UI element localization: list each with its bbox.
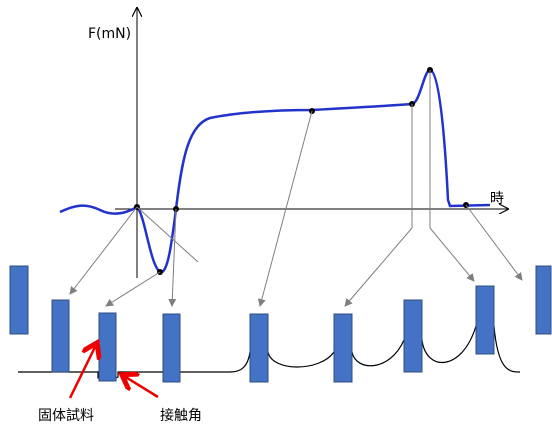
annotation-arrow: [124, 376, 158, 397]
pointer: [466, 205, 522, 280]
annotation-label: 接触角: [160, 407, 202, 424]
pointer: [70, 207, 137, 294]
pointers: [70, 70, 522, 306]
plate: [250, 314, 268, 382]
pointer: [106, 272, 160, 306]
annotation-label: 固体試料: [38, 408, 94, 424]
plate: [10, 266, 28, 334]
plate: [334, 314, 352, 382]
pointer: [430, 228, 474, 281]
diagram: F(mN) 時 固体試料 接触角: [0, 0, 552, 432]
plate: [476, 286, 494, 354]
plate: [536, 266, 551, 334]
x-axis-label: 時: [490, 191, 504, 207]
force-curve: [60, 70, 490, 272]
plate: [52, 300, 69, 372]
plate: [99, 313, 116, 381]
plate: [404, 300, 422, 372]
plate: [163, 314, 180, 382]
y-axis-label: F(mN): [88, 26, 131, 42]
pointer: [345, 228, 412, 306]
